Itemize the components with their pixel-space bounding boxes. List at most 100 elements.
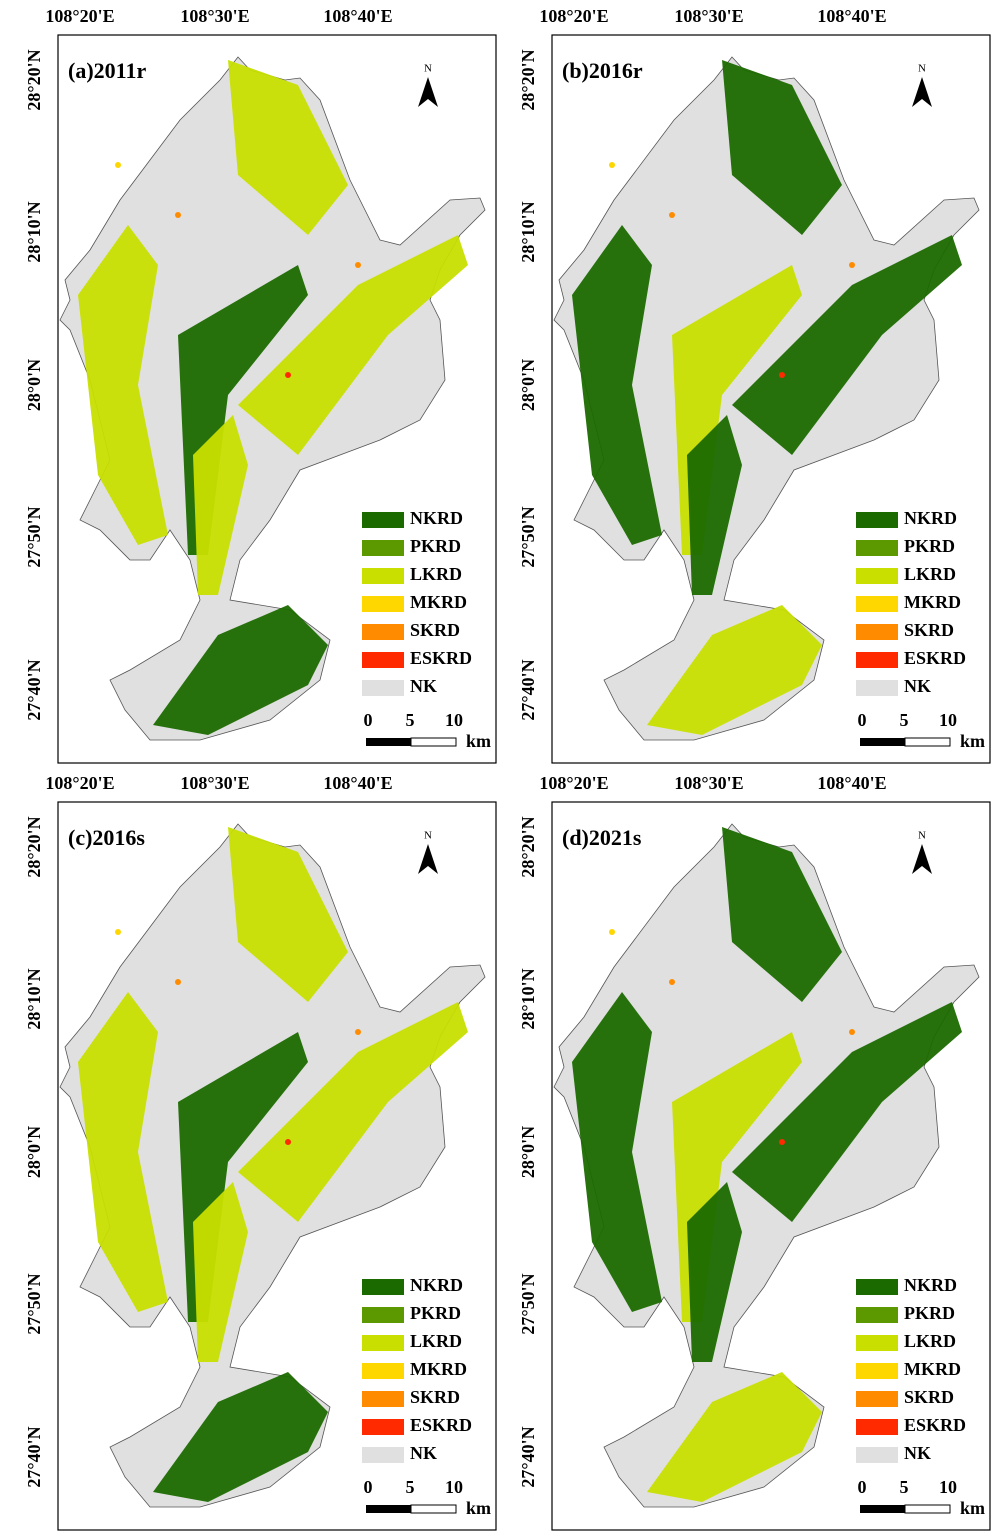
- legend-label: PKRD: [904, 536, 955, 556]
- panel-title: (d)2021s: [562, 825, 642, 850]
- scale-bar: [366, 1505, 411, 1513]
- legend-swatch: [362, 1335, 404, 1351]
- lon-label: 108°40'E: [323, 773, 392, 793]
- legend-swatch: [362, 652, 404, 668]
- lon-label: 108°30'E: [674, 773, 743, 793]
- scale-unit: km: [466, 1498, 491, 1518]
- legend-label: SKRD: [410, 1387, 460, 1407]
- legend-swatch: [362, 596, 404, 612]
- scale-tick: 10: [445, 1477, 463, 1497]
- scale-tick: 0: [858, 1477, 867, 1497]
- krd-spot: [779, 372, 785, 378]
- legend-label: SKRD: [410, 620, 460, 640]
- legend-swatch: [362, 1279, 404, 1295]
- map-panel: (a)2011rNNKRDPKRDLKRDMKRDSKRDESKRDNK0510…: [24, 6, 496, 763]
- legend-swatch: [856, 624, 898, 640]
- krd-spot: [355, 1029, 361, 1035]
- lat-label: 28°20'N: [24, 816, 44, 877]
- legend-label: PKRD: [410, 1303, 461, 1323]
- krd-spot: [779, 1139, 785, 1145]
- krd-spot: [285, 1139, 291, 1145]
- legend-swatch: [362, 540, 404, 556]
- lat-label: 27°40'N: [518, 1426, 538, 1487]
- legend-label: SKRD: [904, 1387, 954, 1407]
- krd-spot: [609, 162, 615, 168]
- legend-swatch: [362, 1419, 404, 1435]
- legend-label: MKRD: [904, 592, 961, 612]
- krd-spot: [355, 262, 361, 268]
- scale-tick: 0: [364, 710, 373, 730]
- legend-swatch: [856, 680, 898, 696]
- legend-label: NK: [410, 1443, 437, 1463]
- legend-label: LKRD: [410, 564, 462, 584]
- north-label: N: [424, 830, 432, 842]
- lon-label: 108°40'E: [817, 773, 886, 793]
- krd-spot: [115, 929, 121, 935]
- scale-tick: 10: [939, 1477, 957, 1497]
- krd-spot: [115, 162, 121, 168]
- scale-tick: 5: [406, 1477, 415, 1497]
- scale-tick: 5: [900, 1477, 909, 1497]
- legend-label: ESKRD: [410, 648, 472, 668]
- legend-label: ESKRD: [410, 1415, 472, 1435]
- lat-label: 28°10'N: [24, 968, 44, 1029]
- lon-label: 108°30'E: [180, 6, 249, 26]
- lat-label: 28°20'N: [518, 49, 538, 110]
- panel-title: (b)2016r: [562, 58, 643, 83]
- lon-label: 108°20'E: [45, 773, 114, 793]
- legend-swatch: [856, 652, 898, 668]
- panel-title: (a)2011r: [68, 58, 146, 83]
- legend-label: MKRD: [410, 592, 467, 612]
- scale-bar: [411, 738, 456, 746]
- scale-tick: 10: [445, 710, 463, 730]
- lat-label: 28°10'N: [24, 201, 44, 262]
- legend-label: LKRD: [904, 564, 956, 584]
- scale-tick: 5: [900, 710, 909, 730]
- legend-swatch: [362, 1307, 404, 1323]
- legend-label: SKRD: [904, 620, 954, 640]
- legend-label: PKRD: [904, 1303, 955, 1323]
- figure: (a)2011r N NKRD PKRD LKRD MKRD SKRD ESKRD NK 0 5 10…: [0, 0, 995, 1533]
- north-label: N: [918, 63, 926, 75]
- scale-bar: [411, 1505, 456, 1513]
- scale-bar: [905, 1505, 950, 1513]
- legend-swatch: [856, 1307, 898, 1323]
- legend-label: ESKRD: [904, 1415, 966, 1435]
- legend-swatch: [856, 1447, 898, 1463]
- legend-label: NKRD: [904, 1275, 957, 1295]
- krd-spot: [285, 372, 291, 378]
- lat-label: 27°40'N: [24, 659, 44, 720]
- krd-spot: [669, 212, 675, 218]
- scale-bar: [860, 738, 905, 746]
- legend-swatch: [856, 1391, 898, 1407]
- legend-swatch: [362, 1391, 404, 1407]
- lat-label: 28°20'N: [24, 49, 44, 110]
- legend-swatch: [856, 512, 898, 528]
- legend-swatch: [362, 512, 404, 528]
- legend-swatch: [856, 596, 898, 612]
- krd-spot: [175, 979, 181, 985]
- krd-spot: [175, 212, 181, 218]
- krd-spot: [669, 979, 675, 985]
- lon-label: 108°40'E: [817, 6, 886, 26]
- legend-swatch: [856, 1363, 898, 1379]
- scale-unit: km: [960, 731, 985, 751]
- lat-label: 27°50'N: [24, 1273, 44, 1334]
- north-label: N: [918, 830, 926, 842]
- lat-label: 28°10'N: [518, 201, 538, 262]
- lon-label: 108°30'E: [180, 773, 249, 793]
- lat-label: 28°0'N: [24, 1126, 44, 1178]
- scale-tick: 0: [858, 710, 867, 730]
- lat-label: 27°50'N: [518, 1273, 538, 1334]
- lat-label: 28°20'N: [518, 816, 538, 877]
- legend-swatch: [362, 1447, 404, 1463]
- legend-label: LKRD: [904, 1331, 956, 1351]
- panel-title: (c)2016s: [68, 825, 145, 850]
- lat-label: 28°0'N: [24, 359, 44, 411]
- legend-label: MKRD: [410, 1359, 467, 1379]
- legend-swatch: [362, 568, 404, 584]
- lat-label: 28°0'N: [518, 359, 538, 411]
- legend-label: NKRD: [904, 508, 957, 528]
